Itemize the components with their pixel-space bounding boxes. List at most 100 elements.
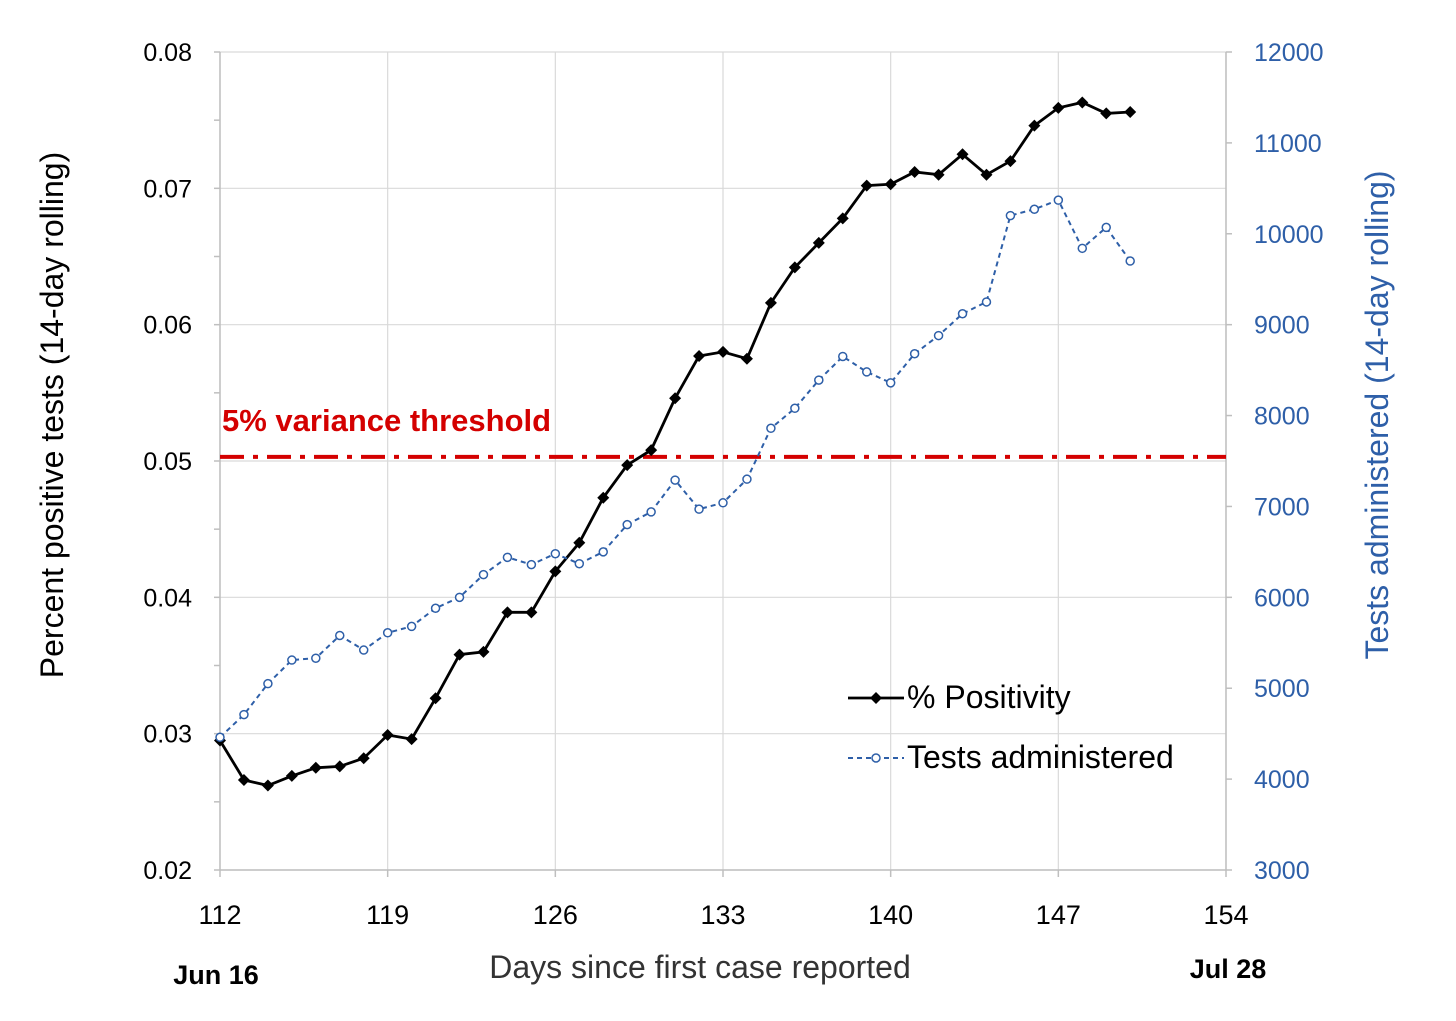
tests-point (694, 504, 704, 514)
positivity-point (405, 733, 418, 746)
tests-point (885, 378, 896, 388)
positivity-point (525, 606, 538, 619)
positivity-point (1100, 107, 1113, 120)
positivity-point (501, 606, 514, 619)
tests-point (909, 349, 920, 359)
x-tick-label: 154 (1203, 900, 1248, 930)
positivity-point (908, 165, 921, 178)
positivity-point (1124, 105, 1137, 118)
tests-point (215, 732, 225, 743)
positivity-point (812, 236, 825, 249)
tests-point (430, 603, 441, 613)
tests-point (598, 547, 608, 557)
positivity-point (429, 692, 442, 705)
tests-point (335, 630, 345, 641)
positivity-point (261, 779, 274, 792)
threshold-label: 5% variance threshold (222, 403, 551, 438)
positivity-point (381, 729, 394, 742)
tests-point (574, 558, 585, 569)
tests-point (1029, 204, 1040, 214)
x-tick-label: 119 (366, 900, 409, 930)
x-tick-label: 133 (700, 900, 745, 930)
tests-point (646, 507, 656, 517)
positivity-point (740, 352, 753, 365)
tests-point (1077, 243, 1088, 254)
tests-point (670, 475, 680, 485)
positivity-point (1076, 96, 1089, 109)
positivity-point (477, 645, 490, 658)
tests-point (382, 628, 393, 638)
legend-marker-tests (871, 753, 881, 763)
tests-point (718, 498, 728, 508)
positivity-point (764, 296, 777, 309)
x-axis-title: Days since first case reported (489, 949, 911, 985)
y-left-tick-label: 0.04 (143, 584, 192, 612)
positivity-point (237, 774, 250, 787)
tests-point (311, 653, 321, 663)
x-tick-label: 126 (533, 900, 578, 930)
positivity-point (549, 565, 562, 578)
positivity-point (645, 444, 658, 457)
tests-point (861, 367, 872, 377)
threshold: 5% variance threshold (220, 403, 1226, 459)
positivity-point (621, 459, 634, 472)
positivity-point (788, 261, 801, 274)
legend-marker-positivity (870, 692, 882, 704)
y-right-tick-label: 7000 (1254, 493, 1310, 521)
tests-point (742, 474, 752, 484)
positivity-point (573, 536, 586, 549)
positivity-point (717, 345, 729, 358)
y-right-tick-label: 4000 (1254, 766, 1310, 794)
y-right-tick-label: 12000 (1254, 39, 1324, 67)
y-left-tick-label: 0.03 (143, 721, 192, 749)
x-tick-label: 140 (868, 900, 913, 930)
positivity-point (693, 350, 706, 363)
tests-point (981, 297, 992, 307)
positivity-point (285, 769, 298, 782)
y-right-tick-label: 8000 (1254, 403, 1310, 431)
tests-point (838, 351, 848, 362)
x-tick-label: 112 (198, 900, 241, 930)
positivity-point (309, 761, 322, 774)
series (214, 96, 1137, 792)
tests-point (526, 559, 537, 570)
positivity-point (1028, 119, 1041, 132)
positivity-point (453, 648, 466, 661)
legend-label-tests: Tests administered (907, 739, 1174, 775)
positivity-point (1004, 155, 1017, 168)
tests-point (550, 548, 561, 559)
positivity-point (333, 760, 346, 773)
y-axis-left-title: Percent positive tests (14-day rolling) (34, 152, 70, 678)
tests-point (622, 519, 632, 530)
tests-point (406, 621, 417, 632)
tests-point (1125, 256, 1135, 266)
positivity-point (980, 168, 993, 181)
positivity-point (669, 392, 682, 405)
y-left-tick-label: 0.05 (143, 448, 192, 476)
tests-point (957, 309, 968, 319)
y-right-tick-label: 3000 (1254, 857, 1310, 885)
tests-point (1005, 210, 1016, 221)
tests-line (219, 198, 1132, 739)
date-end-label: Jul 28 (1190, 954, 1267, 984)
positivity-point (597, 491, 610, 504)
tests-point (454, 592, 465, 603)
positivity-point (1052, 101, 1065, 114)
positivity-point (860, 179, 873, 192)
tests-point (263, 678, 273, 689)
y-left-tick-label: 0.02 (143, 857, 192, 885)
tests-point (814, 375, 824, 385)
positivity-point (357, 752, 370, 765)
tests-point (358, 645, 369, 655)
date-start-label: Jun 16 (173, 960, 259, 990)
legend: % Positivity Tests administered (848, 679, 1174, 775)
tests-point (287, 655, 297, 665)
y-left-tick-label: 0.08 (143, 39, 192, 67)
y-right-tick-label: 11000 (1254, 130, 1322, 158)
tests-point (1101, 222, 1111, 233)
positivity-point (884, 178, 897, 191)
y-right-tick-label: 5000 (1254, 675, 1310, 703)
y-axis-right-title: Tests administered (14-day rolling) (1359, 170, 1395, 659)
y-left-tick-label: 0.06 (143, 312, 192, 340)
